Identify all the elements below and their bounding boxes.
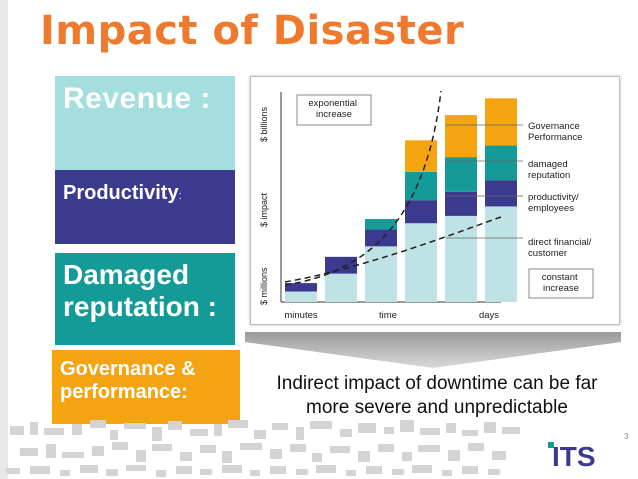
damaged-reputation-box: Damaged reputation : — [55, 253, 235, 345]
bar-segment-5-3 — [485, 98, 517, 146]
bar-segment-3-1 — [405, 200, 437, 224]
its-logo: ITS — [548, 441, 596, 472]
bar-segment-5-2 — [485, 145, 517, 181]
impact-chart: $ millions $ impact $ billions exponenti… — [259, 90, 594, 321]
exponential-annotation-box — [296, 94, 372, 126]
chevron-down-shape — [245, 332, 621, 368]
exponential-curve — [284, 90, 442, 286]
x-label-time: time — [379, 310, 397, 321]
slide-frame-edge — [0, 0, 8, 479]
bar-segment-3-3 — [405, 140, 437, 172]
damaged-reputation-label: Damaged reputation : — [63, 259, 217, 323]
decorative-pattern — [6, 420, 520, 477]
page-number: 3 — [624, 432, 629, 441]
bar-segment-2-0 — [365, 246, 397, 302]
bar-segment-4-1 — [445, 191, 477, 216]
exponential-annotation-text: exponential increase — [308, 98, 359, 120]
bar-segment-1-1 — [325, 256, 357, 274]
constant-trend-line — [284, 216, 502, 283]
x-label-minutes: minutes — [284, 310, 318, 321]
x-label-days: days — [479, 310, 499, 321]
productivity-label: Productivity — [63, 182, 179, 204]
productivity-colon: : — [178, 190, 182, 202]
constant-annotation: constant increase — [528, 268, 594, 299]
bar-segment-0-0 — [285, 291, 317, 302]
chart-legend: Governance Performance damaged reputation pr… — [528, 121, 592, 259]
bar-segment-2-2 — [365, 219, 397, 230]
chart-bars — [285, 98, 517, 302]
governance-box: Governance & performance: — [52, 350, 240, 424]
governance-label: Governance & performance: — [60, 358, 196, 403]
legend-label-3: direct financial/customer — [528, 237, 592, 259]
its-logo-text: ITS — [552, 441, 596, 472]
y-label-impact: $ impact — [259, 192, 269, 227]
bar-segment-3-0 — [405, 223, 437, 302]
x-axis-labels: minutes time days — [284, 310, 499, 321]
y-label-billions: $ billions — [259, 106, 269, 142]
exponential-annotation: exponential increase — [296, 94, 372, 126]
constant-annotation-box — [528, 268, 594, 299]
bar-segment-1-0 — [325, 273, 357, 302]
impact-chart-panel: $ millions $ impact $ billions exponenti… — [250, 76, 620, 325]
bar-segment-4-2 — [445, 157, 477, 192]
legend-leader-lines — [446, 124, 523, 239]
slide-title: Impact of Disaster — [40, 8, 465, 54]
bar-segment-5-1 — [485, 180, 517, 207]
constant-annotation-text: constant increase — [542, 272, 581, 294]
bar-segment-2-1 — [365, 229, 397, 247]
revenue-box: Revenue : — [55, 76, 235, 170]
productivity-box: Productivity: — [55, 170, 235, 244]
bar-segment-4-0 — [445, 215, 477, 302]
its-logo-dot — [548, 442, 554, 448]
legend-label-2: productivity/employees — [528, 192, 579, 214]
bar-segment-0-1 — [285, 283, 317, 292]
y-axis-labels: $ millions $ impact $ billions — [259, 106, 269, 305]
bar-segment-4-3 — [445, 115, 477, 158]
legend-label-1: damaged reputation — [528, 159, 570, 181]
bar-segment-5-0 — [485, 206, 517, 302]
legend-label-0: Governance Performance — [528, 121, 582, 143]
y-label-millions: $ millions — [259, 267, 269, 305]
slide-caption: Indirect impact of downtime can be far m… — [276, 373, 598, 418]
chevron-banner — [245, 332, 621, 368]
revenue-label: Revenue : — [63, 82, 211, 115]
